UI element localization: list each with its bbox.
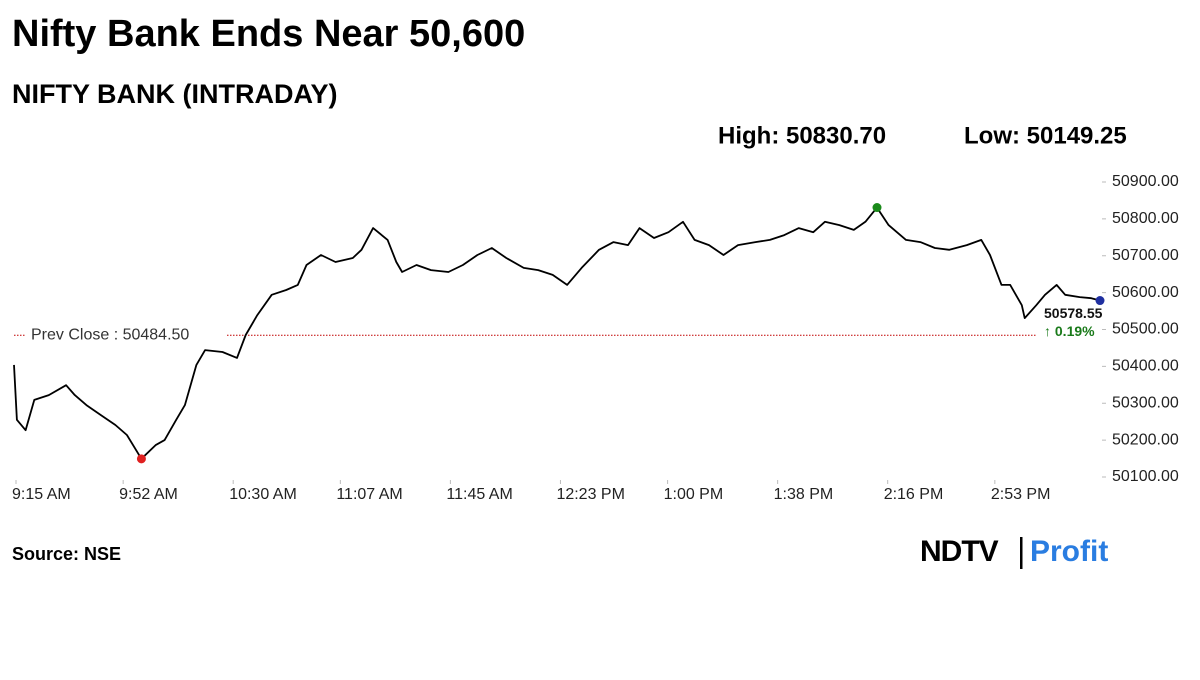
low-text: Low: 50149.25 [964, 122, 1127, 149]
y-tick-label: 50200.00 [1112, 431, 1179, 448]
y-tick-label: 50700.00 [1112, 247, 1179, 264]
logo-product: Profit [1030, 535, 1108, 568]
low-marker [136, 454, 146, 464]
prev-close-label: Prev Close : 50484.50 [31, 326, 189, 343]
logo-separator [1020, 537, 1023, 569]
x-tick-label: 9:15 AM [12, 486, 71, 503]
y-tick-label: 50500.00 [1112, 321, 1179, 338]
y-tick-label: 50400.00 [1112, 358, 1179, 375]
y-tick-label: 50800.00 [1112, 210, 1179, 227]
x-tick-label: 9:52 AM [119, 486, 178, 503]
chart-subtitle: NIFTY BANK (INTRADAY) [12, 79, 338, 109]
price-line [13, 206, 1101, 460]
x-tick-label: 1:00 PM [664, 486, 724, 503]
x-tick-label: 2:16 PM [884, 486, 944, 503]
high-marker [872, 203, 882, 213]
x-tick-label: 11:45 AM [446, 486, 512, 503]
prev-close-bg [26, 323, 226, 346]
change-label: ↑ 0.19% [1044, 323, 1095, 339]
y-tick-label: 50300.00 [1112, 394, 1179, 411]
high-text: High: 50830.70 [718, 122, 886, 149]
x-tick-label: 10:30 AM [229, 486, 297, 503]
y-tick-label: 50600.00 [1112, 284, 1179, 301]
x-tick-label: 12:23 PM [556, 486, 624, 503]
x-tick-label: 11:07 AM [336, 486, 402, 503]
chart-title: Nifty Bank Ends Near 50,600 [12, 13, 525, 55]
source: Source: NSE [12, 544, 121, 564]
last-marker [1095, 296, 1105, 306]
y-tick-label: 50100.00 [1112, 468, 1179, 485]
logo-brand: NDTV [920, 535, 999, 568]
x-tick-label: 1:38 PM [774, 486, 834, 503]
x-tick-label: 2:53 PM [991, 486, 1051, 503]
y-tick-label: 50900.00 [1112, 173, 1179, 190]
last-value-label: 50578.55 [1044, 305, 1103, 321]
